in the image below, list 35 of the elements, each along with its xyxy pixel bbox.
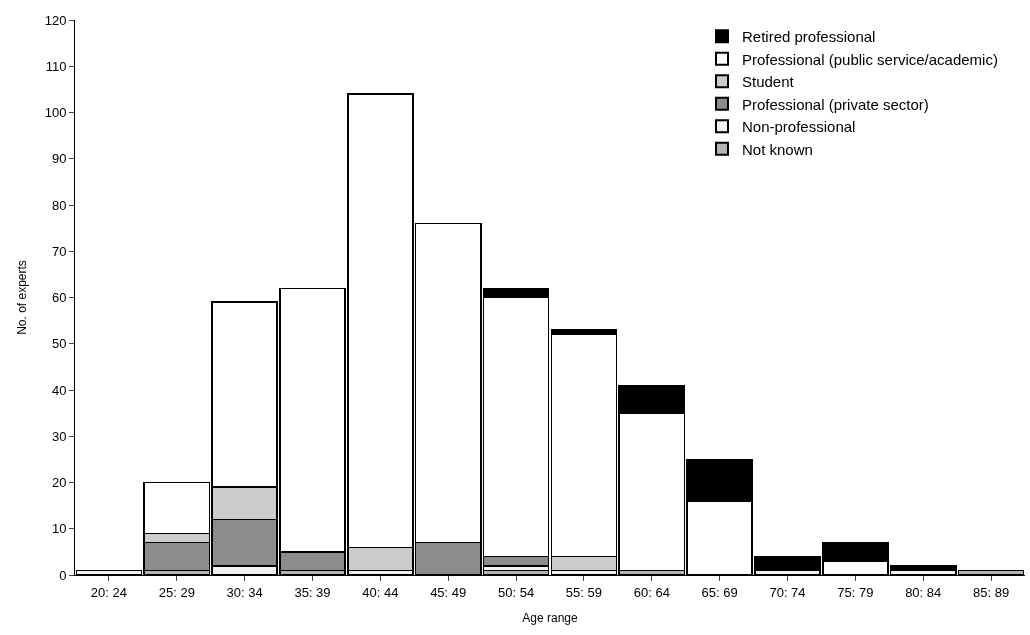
x-tick-label: 20: 24 [90,584,128,600]
x-tick-label: 55: 59 [565,584,603,600]
y-axis-title: No. of experts [15,260,29,335]
x-axis-title: Age range [522,611,579,626]
y-tick-label: 110 [45,58,67,74]
y-tick-label: 50 [51,336,67,352]
y-tick-label: 40 [51,382,67,398]
y-tick-label: 0 [59,567,67,583]
legend-label: Professional (public service/academic) [742,50,998,68]
x-tick-label: 35: 39 [294,584,331,600]
y-tick-label: 80 [51,197,67,213]
y-tick-label: 90 [51,151,67,167]
x-tick-label: 80: 84 [905,584,942,600]
y-tick-label: 70 [51,243,67,259]
y-tick-label: 60 [51,290,67,306]
x-tick-label: 85: 89 [972,584,1010,600]
y-tick-label: 100 [44,105,67,121]
x-tick-label: 65: 69 [701,584,738,600]
x-tick-label: 70: 74 [769,584,806,600]
x-tick-label: 75: 79 [837,584,874,600]
x-tick-label: 45: 49 [430,584,467,600]
legend-label: Student [742,73,795,91]
y-tick-label: 10 [51,521,67,537]
legend-label: Professional (private sector) [742,95,929,113]
y-tick-label: 30 [51,428,67,444]
y-tick-label: 120 [44,12,67,28]
x-tick-label: 50: 54 [497,584,535,600]
x-tick-label: 60: 64 [633,584,670,600]
legend-label: Retired professional [742,28,876,46]
legend-label: Not known [742,140,813,158]
legend-label: Non-professional [742,118,856,136]
x-tick-label: 25: 29 [158,584,195,600]
x-tick-label: 30: 34 [226,584,263,600]
y-tick-label: 20 [51,475,67,491]
x-tick-label: 40: 44 [362,584,399,600]
